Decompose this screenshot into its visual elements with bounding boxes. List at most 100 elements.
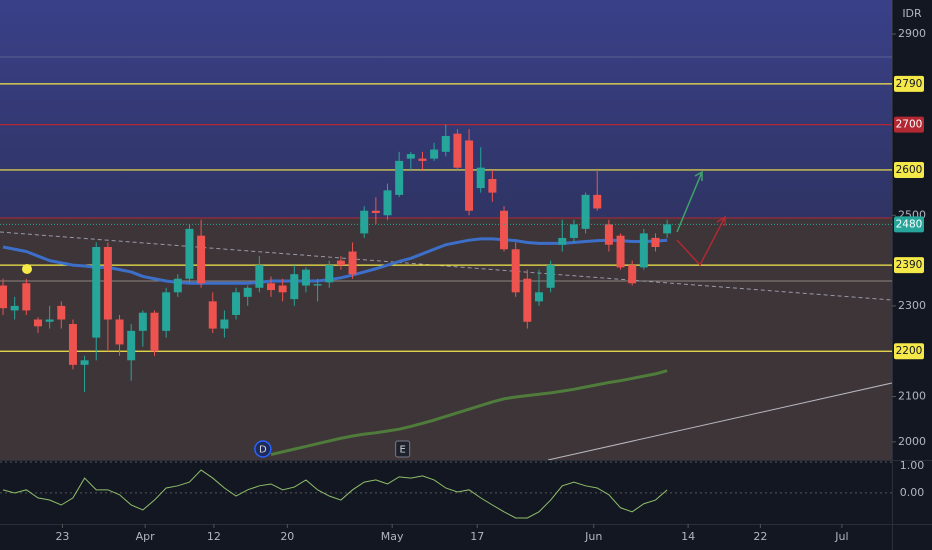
indicator-pane — [0, 460, 892, 524]
arrow-head — [694, 170, 703, 181]
candle-body — [406, 154, 415, 159]
candle-body — [383, 190, 392, 216]
candle-body — [325, 265, 334, 283]
candle-body — [418, 158, 427, 161]
level-tag — [894, 257, 924, 274]
x-tick-label: 14 — [681, 530, 695, 543]
level-label: 2390 — [896, 259, 923, 271]
candle-body — [0, 285, 8, 309]
event-marker — [254, 440, 272, 458]
candle-body — [604, 224, 613, 245]
candle-body — [395, 160, 404, 195]
candle-body — [45, 319, 54, 322]
projection-up — [676, 171, 703, 233]
level-label: 2790 — [896, 78, 923, 90]
candle-body — [558, 237, 567, 245]
candle-body — [232, 292, 241, 315]
candle-body — [336, 260, 345, 266]
event-label: D — [259, 445, 267, 456]
candle-body — [255, 265, 264, 288]
candle-body — [639, 233, 648, 268]
candle-body — [453, 133, 462, 168]
candle-body — [663, 224, 672, 234]
level-tag — [894, 75, 924, 92]
candle-body — [115, 319, 124, 345]
level-tag — [894, 161, 924, 178]
indicator-line — [2, 469, 668, 519]
level-label: 2700 — [896, 119, 923, 131]
indicator-tick-label: 0.00 — [900, 486, 925, 499]
currency: IDR — [902, 7, 922, 20]
x-tick-label: Jul — [834, 530, 848, 543]
candle-body — [476, 167, 485, 189]
last-price-tag — [894, 216, 924, 233]
candle-body — [173, 278, 182, 293]
x-tick-label: 12 — [207, 530, 221, 543]
candle-body — [197, 235, 206, 284]
candle-body — [360, 210, 369, 234]
candle-body — [127, 330, 136, 361]
candle-body — [569, 224, 578, 238]
candle-body — [208, 301, 217, 329]
candle-body — [290, 274, 299, 300]
event-label: E — [399, 445, 405, 456]
trend-line — [0, 231, 893, 301]
level-tag — [894, 343, 924, 360]
candle-body — [92, 246, 101, 338]
y-tick-label: 2000 — [898, 435, 926, 448]
arrow-head — [716, 215, 726, 226]
candle-body — [150, 312, 159, 352]
x-tick-label: 23 — [55, 530, 69, 543]
candle-body — [301, 269, 310, 286]
candle-body — [10, 305, 19, 311]
candle-body — [267, 283, 276, 291]
moving-average — [2, 237, 668, 285]
candle-body — [500, 210, 509, 250]
x-tick-label: 17 — [470, 530, 484, 543]
candle-body — [628, 265, 637, 284]
candle-body — [534, 292, 543, 302]
upper-zone — [0, 0, 892, 218]
candle-body — [593, 194, 602, 209]
candle-body — [465, 140, 474, 211]
candle-body — [80, 360, 89, 365]
candle-body — [22, 283, 31, 311]
indicator-tick-label: 1.00 — [900, 459, 925, 472]
candle-body — [651, 237, 660, 247]
y-tick-label: 2300 — [898, 299, 926, 312]
level-label: 2200 — [896, 345, 923, 357]
projection-down — [676, 216, 726, 267]
candle-body — [488, 179, 497, 193]
candle-body — [68, 324, 77, 365]
last-price-label: 2480 — [896, 218, 923, 230]
y-tick-label: 2900 — [898, 27, 926, 40]
candle-body — [523, 278, 532, 322]
x-tick-label: May — [381, 530, 404, 543]
marker-dot — [22, 264, 32, 274]
lower-zone — [0, 218, 892, 460]
candle-body — [546, 265, 555, 288]
candle-body — [103, 246, 112, 320]
candle-body — [348, 251, 357, 275]
candle-body — [616, 235, 625, 268]
event-marker — [395, 440, 411, 458]
candle-body — [511, 249, 520, 293]
trend-line — [547, 382, 893, 461]
candle-body — [313, 284, 322, 286]
candle-body — [441, 135, 450, 152]
candle-body — [185, 228, 194, 279]
x-tick-label: Apr — [136, 530, 156, 543]
candle-body — [371, 210, 380, 214]
candle-body — [162, 292, 171, 331]
candle-body — [57, 305, 66, 320]
candle-body — [33, 319, 42, 327]
level-label: 2600 — [896, 164, 923, 176]
candle-body — [243, 287, 252, 297]
y-tick-label: 2100 — [898, 390, 926, 403]
candle-body — [581, 194, 590, 229]
candle-body — [138, 312, 147, 331]
level-tag — [894, 116, 924, 133]
moving-average — [270, 369, 668, 457]
x-tick-label: 20 — [280, 530, 294, 543]
